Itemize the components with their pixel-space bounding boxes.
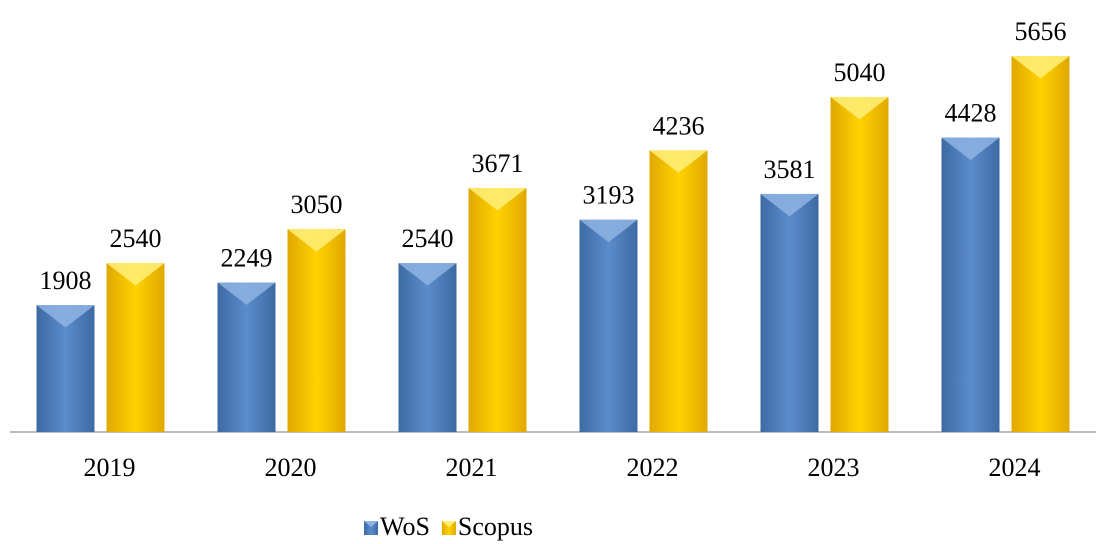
bar: [760, 193, 819, 432]
bar: [217, 282, 276, 432]
value-label: 2249: [221, 243, 273, 272]
bar: [468, 187, 527, 432]
bar: [579, 219, 638, 432]
bar-bevel: [398, 263, 457, 286]
bar-bevel: [36, 305, 95, 328]
value-label: 4236: [653, 111, 705, 140]
bar: [287, 229, 346, 432]
x-tick-label: 2022: [627, 453, 679, 482]
value-label: 2540: [110, 224, 162, 253]
bar-bevel: [760, 193, 819, 217]
legend-bevel: [441, 521, 456, 527]
bar-bevel: [106, 263, 165, 286]
x-tick-label: 2024: [989, 453, 1041, 482]
value-label: 5040: [834, 58, 886, 87]
bar: [649, 150, 708, 432]
legend-label: WoS: [380, 512, 430, 541]
bar-bevel: [287, 229, 346, 252]
x-tick-label: 2023: [808, 453, 860, 482]
x-tick-label: 2021: [446, 453, 498, 482]
bar: [830, 96, 889, 432]
bar: [398, 263, 457, 432]
bar: [1011, 56, 1070, 432]
x-tick-label: 2019: [84, 453, 136, 482]
value-label: 4428: [945, 99, 997, 128]
value-label: 3671: [472, 149, 524, 178]
bar-bevel: [830, 96, 889, 120]
bar: [941, 137, 1000, 432]
bar: [106, 263, 165, 432]
value-label: 3193: [583, 181, 635, 210]
bar-bevel: [1011, 56, 1070, 79]
bar-bevel: [468, 187, 527, 211]
bar-bevel: [217, 282, 276, 305]
legend-swatch: [364, 521, 378, 535]
value-label: 1908: [40, 266, 92, 295]
value-label: 3050: [291, 190, 343, 219]
bar-bevel: [649, 150, 708, 173]
legend-label: Scopus: [458, 512, 533, 541]
bar-bevel: [579, 219, 638, 243]
value-label: 3581: [764, 155, 816, 184]
value-label: 5656: [1015, 17, 1067, 46]
value-label: 2540: [402, 224, 454, 253]
x-tick-label: 2020: [265, 453, 317, 482]
legend-swatch: [441, 521, 456, 535]
legend-bevel: [364, 521, 378, 527]
bar-bevel: [941, 137, 1000, 161]
